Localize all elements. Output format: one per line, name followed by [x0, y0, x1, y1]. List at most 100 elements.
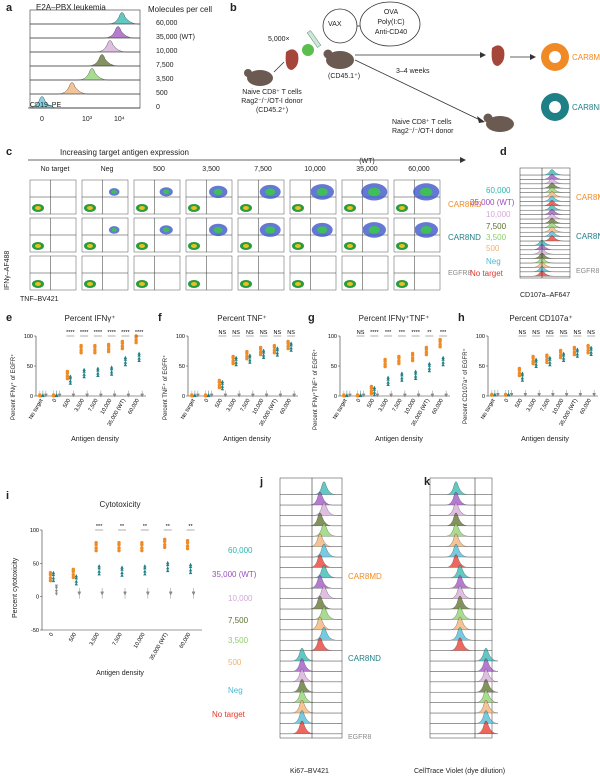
significance-label: **	[166, 524, 171, 530]
stacked-histogram	[520, 208, 570, 215]
flow-population-core	[87, 282, 93, 286]
stacked-histogram	[280, 627, 342, 641]
vax-item-ova: OVA	[383, 9, 399, 16]
flow-population-core	[139, 282, 145, 286]
cd19-histogram	[30, 54, 140, 67]
car8md-label: CAR8MD	[572, 53, 600, 62]
panel-d-row-label: 7,500	[486, 222, 507, 231]
flow-activated-core	[163, 189, 170, 195]
flow-population-core	[139, 244, 145, 248]
stacked-histogram	[520, 222, 570, 228]
panel-f-title: Percent TNF⁺	[217, 314, 267, 323]
flow-population-core	[243, 282, 249, 286]
y-tick-label: 50	[27, 364, 33, 370]
flow-population-core	[35, 282, 41, 286]
donor1-line2: Rag2⁻/⁻/OT-I donor	[241, 98, 303, 105]
x-tick-label: 10,000	[552, 398, 566, 416]
panel-k-histograms	[429, 477, 499, 739]
stacked-histogram	[430, 710, 499, 724]
stacked-histogram	[280, 616, 342, 630]
y-tick-label: 50	[33, 561, 39, 567]
panel-d-xlabel: CD107a–AF647	[520, 292, 571, 299]
panel-c-column-header: (WT)	[359, 158, 375, 165]
x-tick-label: 7,500	[392, 398, 404, 413]
panel-j-row-label: 3,500	[228, 636, 249, 645]
stacked-histogram	[430, 720, 499, 734]
flow-activated-core	[316, 188, 328, 196]
flow-activated-core	[213, 188, 223, 195]
significance-label: ****	[370, 330, 379, 336]
x-tick-label: 500	[68, 632, 78, 643]
stacked-histogram	[520, 169, 570, 176]
panel-e-xlabel: Antigen density	[71, 436, 119, 443]
significance-label: NS	[219, 330, 227, 336]
stacked-histogram	[280, 512, 342, 526]
molecule-count: 60,000	[156, 20, 178, 27]
flow-population-core	[191, 206, 197, 210]
x-tick-label: 60,000	[179, 632, 193, 650]
panel-a-tick-0: 0	[40, 116, 44, 123]
stacked-histogram	[280, 595, 342, 610]
flow-population-core	[191, 282, 197, 286]
syringe-icon	[306, 30, 322, 48]
panel-c-column-header: 10,000	[304, 166, 326, 173]
y-tick-label: 0	[30, 394, 33, 400]
flow-population-core	[139, 206, 145, 210]
panel-g-title: Percent IFNγ⁺TNF⁺	[358, 314, 430, 323]
panel-c-row-egfr8: EGFR8	[448, 270, 472, 277]
significance-label: NS	[287, 330, 295, 336]
x-tick-label: 10,000	[133, 632, 147, 650]
x-tick-label: 7,500	[540, 398, 552, 413]
flow-activated-core	[213, 226, 223, 233]
x-tick-label: 0	[52, 398, 59, 404]
stacked-histogram	[280, 689, 342, 703]
significance-label: ***	[399, 330, 406, 336]
significance-label: NS	[519, 330, 527, 336]
panel-c-label: c	[6, 146, 13, 158]
panel-g-ylabel: Percent IFNγ⁺TNF⁺ of EGFR⁺	[313, 348, 319, 430]
x-tick-label: 500	[214, 398, 224, 409]
flow-population-core	[87, 244, 93, 248]
x-tick-label: 3,500	[89, 632, 101, 647]
stacked-histogram	[520, 173, 570, 180]
y-tick-label: 50	[479, 364, 485, 370]
x-tick-label: 10,000	[404, 398, 418, 416]
flow-population-core	[87, 206, 93, 210]
x-tick-label: No target	[180, 398, 197, 421]
x-tick-label: 60,000	[431, 398, 445, 416]
flow-activated-core	[368, 187, 381, 197]
panel-j-row-label: Neg	[228, 686, 243, 695]
significance-label: NS	[274, 330, 282, 336]
cd19-histogram	[30, 68, 140, 81]
stacked-histogram	[430, 616, 492, 630]
flow-activated-core	[317, 226, 328, 234]
mouse-icon-naive	[483, 113, 514, 132]
panel-a-histograms	[27, 9, 141, 109]
spleen-icon	[285, 49, 299, 70]
significance-label: **	[143, 524, 148, 530]
panel-d-row-label: 35,000 (WT)	[470, 198, 515, 207]
stacked-histogram	[520, 191, 570, 198]
flow-activated-core	[368, 226, 380, 234]
x-tick-label: No target	[332, 398, 349, 421]
panel-j-label: j	[260, 476, 264, 488]
stacked-histogram	[280, 720, 342, 734]
significance-label: NS	[232, 330, 240, 336]
panel-a-header: Molecules per cell	[148, 5, 213, 14]
significance-label: NS	[532, 330, 540, 336]
stacked-histogram	[280, 658, 342, 672]
stacked-histogram	[430, 679, 499, 693]
stacked-histogram	[280, 679, 342, 693]
panel-k-xlabel: CellTrace Violet (dye dilution)	[414, 768, 506, 775]
significance-label: **	[120, 524, 125, 530]
significance-label: NS	[260, 330, 268, 336]
panel-c-row-car8nd: CAR8ND	[448, 233, 481, 242]
vax-bubble	[359, 1, 421, 47]
flow-activated-core	[265, 188, 276, 196]
significance-label: ****	[411, 330, 420, 336]
stacked-histogram	[520, 217, 570, 224]
molecule-count: 35,000 (WT)	[156, 34, 195, 41]
